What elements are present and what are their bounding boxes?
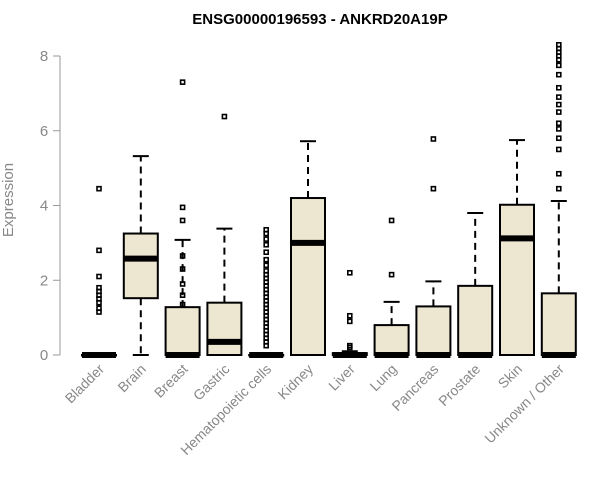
- box-kidney: [290, 140, 326, 356]
- outlier-point: [555, 94, 562, 100]
- box-lung: [373, 217, 410, 358]
- outlier-point: [263, 236, 270, 242]
- outlier-point: [263, 262, 270, 269]
- outlier-point: [179, 217, 186, 224]
- x-tick-label: Kidney: [275, 361, 317, 403]
- box-skin: [499, 139, 535, 356]
- box-gastric: [206, 113, 243, 356]
- y-tick-label: 2: [40, 272, 48, 289]
- x-tick-label: Prostate: [435, 361, 483, 409]
- outlier-point: [555, 135, 562, 142]
- iqr-box: [540, 292, 577, 356]
- outlier-point: [96, 309, 102, 315]
- iqr-box: [499, 203, 535, 356]
- y-axis-label: Expression: [0, 163, 17, 237]
- box-brain: [122, 155, 159, 356]
- outlier-point: [221, 113, 228, 120]
- outlier-point: [430, 136, 437, 142]
- outlier-point: [555, 84, 562, 91]
- x-tick-label: Breast: [151, 361, 191, 401]
- outlier-point: [179, 79, 186, 85]
- y-tick-label: 0: [40, 347, 48, 364]
- iqr-box: [373, 324, 410, 357]
- outlier-point: [555, 185, 562, 192]
- outlier-point: [555, 126, 562, 132]
- y-tick-label: 6: [40, 123, 48, 140]
- iqr-box: [415, 305, 452, 357]
- outlier-point: [179, 204, 186, 211]
- outlier-point: [263, 230, 270, 237]
- boxes-group: [81, 41, 577, 358]
- outlier-point: [96, 185, 102, 192]
- iqr-box: [290, 197, 326, 356]
- outlier-point: [346, 312, 353, 319]
- chart-title: ENSG00000196593 - ANKRD20A19P: [192, 11, 447, 28]
- box-breast: [164, 79, 201, 358]
- iqr-box: [164, 306, 201, 357]
- y-axis: 0 2 4 6 8: [40, 48, 61, 364]
- outlier-point: [555, 109, 562, 115]
- y-tick-label: 8: [40, 48, 48, 65]
- outlier-point: [388, 271, 395, 278]
- iqr-box: [457, 284, 494, 357]
- outlier-point: [555, 146, 562, 153]
- outlier-point: [96, 299, 102, 306]
- x-tick-label: Brain: [114, 361, 148, 395]
- outlier-point: [555, 71, 562, 78]
- box-unknown-other: [540, 41, 577, 358]
- outlier-point: [179, 292, 186, 299]
- outlier-point: [179, 266, 186, 272]
- y-tick-label: 4: [40, 198, 48, 215]
- outlier-point: [346, 318, 353, 325]
- outlier-point: [179, 253, 186, 259]
- outlier-point: [555, 120, 562, 127]
- box-liver: [331, 269, 368, 358]
- outlier-point: [263, 241, 270, 248]
- box-hematopoietic-cells: [248, 226, 285, 358]
- outlier-point: [555, 56, 562, 63]
- iqr-box: [206, 301, 243, 356]
- x-tick-label: Lung: [366, 361, 399, 394]
- box-prostate: [457, 211, 494, 358]
- outlier-point: [346, 269, 353, 276]
- outlier-point: [555, 170, 562, 177]
- outlier-point: [179, 301, 186, 308]
- iqr-box: [122, 232, 159, 300]
- outlier-point: [430, 185, 437, 192]
- outlier-point: [263, 249, 270, 256]
- x-tick-label: Skin: [495, 361, 526, 392]
- outlier-point: [555, 101, 562, 108]
- outlier-point: [179, 281, 186, 287]
- x-tick-label: Bladder: [62, 361, 108, 407]
- outlier-point: [263, 342, 270, 349]
- outlier-point: [96, 273, 102, 280]
- outlier-point: [346, 344, 353, 351]
- outlier-point: [555, 62, 562, 69]
- outlier-point: [96, 247, 102, 254]
- box-bladder: [81, 185, 117, 358]
- box-pancreas: [415, 136, 452, 358]
- outlier-point: [263, 256, 270, 263]
- x-tick-label: Liver: [325, 361, 358, 394]
- outlier-point: [388, 217, 395, 224]
- x-tick-label: Unknown / Other: [481, 361, 567, 447]
